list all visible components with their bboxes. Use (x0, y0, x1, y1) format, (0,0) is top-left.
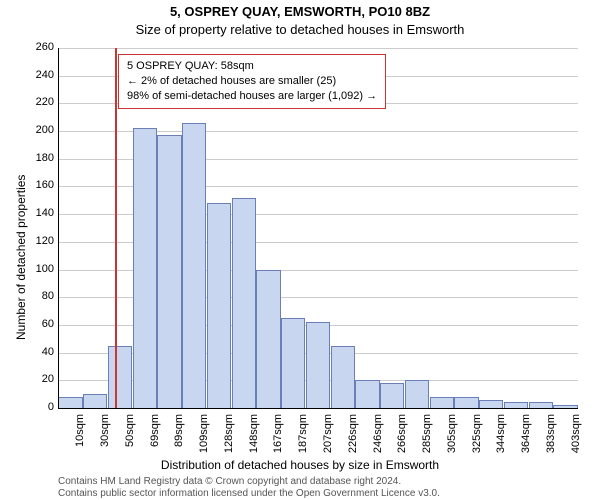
x-tick-label: 325sqm (471, 414, 483, 462)
y-tick-label: 120 (24, 235, 54, 247)
y-tick-label: 40 (24, 346, 54, 358)
histogram-bar (281, 318, 305, 408)
x-tick-label: 226sqm (347, 414, 359, 462)
histogram-bar (58, 397, 82, 408)
histogram-bar (133, 128, 157, 408)
annotation-box: 5 OSPREY QUAY: 58sqm← 2% of detached hou… (118, 54, 386, 109)
x-tick-label: 403sqm (570, 414, 582, 462)
y-tick-label: 160 (24, 179, 54, 191)
x-axis-label: Distribution of detached houses by size … (0, 458, 600, 472)
y-tick-label: 220 (24, 96, 54, 108)
histogram-bar (380, 383, 404, 408)
annotation-line: 5 OSPREY QUAY: 58sqm (127, 59, 377, 74)
histogram-bar (355, 380, 379, 408)
y-tick-label: 20 (24, 373, 54, 385)
annotation-line: 98% of semi-detached houses are larger (… (127, 89, 377, 104)
histogram-bar (232, 198, 256, 408)
x-tick-label: 148sqm (248, 414, 260, 462)
histogram-bar (479, 400, 503, 408)
y-tick-label: 80 (24, 290, 54, 302)
y-axis-label: Number of detached properties (14, 175, 28, 340)
histogram-bar (256, 270, 280, 408)
histogram-bar (83, 394, 107, 408)
y-tick-label: 100 (24, 263, 54, 275)
attribution-line-2: Contains public sector information licen… (58, 488, 440, 499)
x-tick-label: 305sqm (446, 414, 458, 462)
x-axis-line (58, 408, 578, 409)
y-tick-label: 240 (24, 69, 54, 81)
histogram-bar (157, 135, 181, 408)
histogram-bar (430, 397, 454, 408)
x-tick-label: 30sqm (99, 414, 111, 462)
x-tick-label: 285sqm (421, 414, 433, 462)
histogram-bar (108, 346, 132, 408)
y-tick-label: 140 (24, 207, 54, 219)
address-title: 5, OSPREY QUAY, EMSWORTH, PO10 8BZ (0, 4, 600, 19)
property-marker-line (115, 48, 117, 408)
gridline (58, 48, 578, 49)
x-tick-label: 50sqm (124, 414, 136, 462)
histogram-bar (182, 123, 206, 408)
y-tick-label: 60 (24, 318, 54, 330)
y-tick-label: 260 (24, 41, 54, 53)
x-tick-label: 109sqm (198, 414, 210, 462)
x-tick-label: 207sqm (322, 414, 334, 462)
chart-subtitle: Size of property relative to detached ho… (0, 22, 600, 37)
x-tick-label: 89sqm (173, 414, 185, 462)
x-tick-label: 128sqm (223, 414, 235, 462)
x-tick-label: 266sqm (396, 414, 408, 462)
histogram-bar (306, 322, 330, 408)
x-tick-label: 167sqm (272, 414, 284, 462)
x-tick-label: 364sqm (520, 414, 532, 462)
attribution-line-1: Contains HM Land Registry data © Crown c… (58, 476, 401, 487)
x-tick-label: 187sqm (297, 414, 309, 462)
x-tick-label: 246sqm (372, 414, 384, 462)
y-tick-label: 200 (24, 124, 54, 136)
y-tick-label: 180 (24, 152, 54, 164)
x-tick-label: 383sqm (545, 414, 557, 462)
histogram-bar (454, 397, 478, 408)
x-tick-label: 344sqm (495, 414, 507, 462)
y-axis-line (58, 48, 59, 408)
histogram-bar (331, 346, 355, 408)
annotation-line: ← 2% of detached houses are smaller (25) (127, 74, 377, 89)
y-tick-label: 0 (24, 401, 54, 413)
x-tick-label: 69sqm (149, 414, 161, 462)
chart-plot-area: 02040608010012014016018020022024026010sq… (58, 48, 578, 408)
histogram-bar (207, 203, 231, 408)
histogram-bar (405, 380, 429, 408)
x-tick-label: 10sqm (74, 414, 86, 462)
